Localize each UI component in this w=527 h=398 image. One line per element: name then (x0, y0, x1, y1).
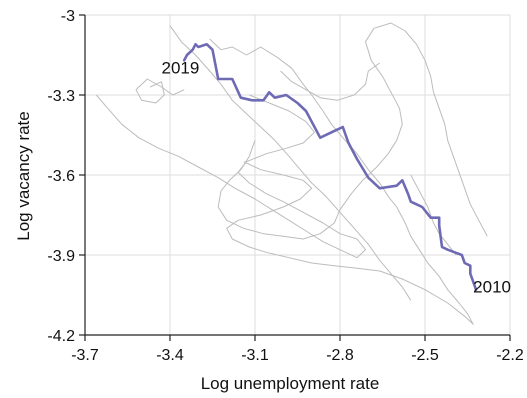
background-series-line (209, 38, 474, 325)
y-axis-title: Log vacancy rate (14, 111, 33, 240)
background-series-group (95, 22, 488, 325)
y-tick-label: -3 (61, 8, 75, 25)
x-tick-label: -3.4 (156, 347, 184, 364)
x-axis-title: Log unemployment rate (201, 374, 380, 393)
x-tick-label: -2.5 (411, 347, 439, 364)
background-series-line (410, 174, 457, 256)
highlight-series-line (182, 43, 478, 291)
axes (79, 14, 511, 341)
background-series-line (169, 25, 412, 301)
x-tick-labels: -3.7 -3.4 -3.1 -2.8 -2.5 -2.2 (71, 347, 524, 364)
background-series-line (217, 22, 488, 240)
x-tick-label: -2.8 (326, 347, 354, 364)
x-tick-label: -3.7 (71, 347, 99, 364)
annotation-label: 2010 (473, 277, 511, 296)
y-tick-label: -3.9 (47, 248, 75, 265)
y-tick-labels: -4.2 -3.9 -3.6 -3.3 -3 (47, 8, 75, 345)
y-tick-label: -3.6 (47, 168, 75, 185)
x-tick-label: -2.2 (496, 347, 524, 364)
background-series-line (280, 62, 380, 101)
x-tick-label: -3.1 (241, 347, 269, 364)
y-tick-label: -3.3 (47, 88, 75, 105)
annotation-label: 2019 (162, 59, 200, 78)
y-tick-label: -4.2 (47, 328, 75, 345)
background-series-line (95, 94, 366, 259)
highlight-series-group (182, 43, 478, 291)
background-series-line (135, 78, 185, 104)
annotations: 2019 2010 (162, 59, 511, 297)
